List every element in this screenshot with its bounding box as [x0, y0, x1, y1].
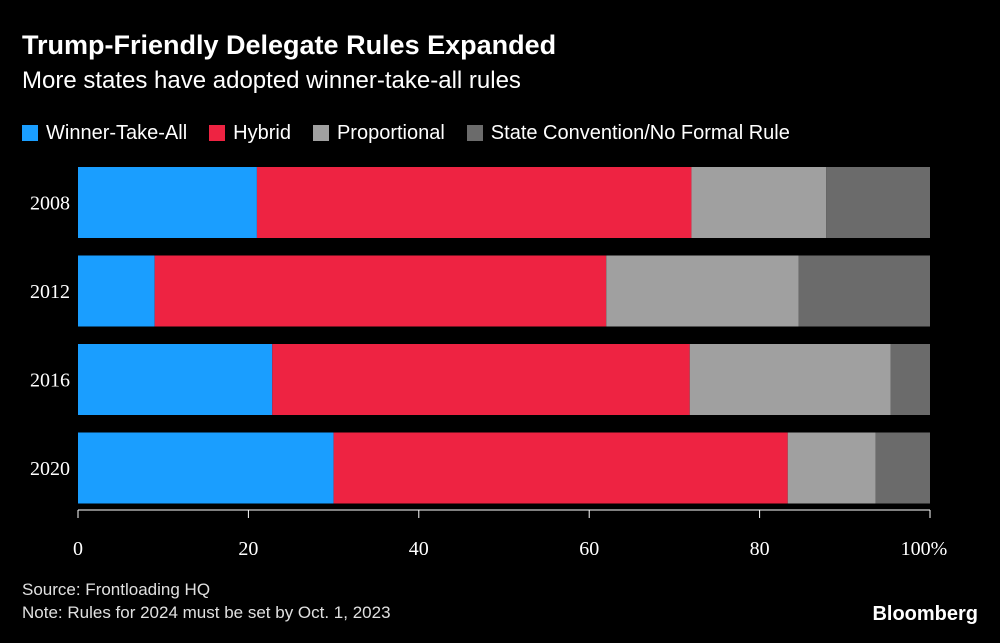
legend-label-proportional: Proportional	[336, 121, 445, 144]
legend-swatch-state-convention	[466, 125, 483, 141]
legend-label-state-convention: State Convention/No Formal Rule	[490, 121, 790, 144]
source-note: Source: Frontloading HQ	[22, 580, 211, 599]
legend: Winner-Take-All Hybrid Proportional Stat…	[22, 120, 812, 146]
x-tick-label: 0	[73, 538, 83, 560]
bar-segment-state-convention-no-formal-rule-2020	[875, 432, 930, 504]
bar-segment-winner-take-all-2016	[78, 344, 273, 415]
bar-segment-hybrid-2008	[256, 167, 692, 238]
bloomberg-logo: Bloomberg	[872, 603, 978, 625]
y-tick-label: 2016	[30, 370, 70, 392]
legend-label-hybrid: Hybrid	[233, 121, 291, 144]
y-tick-label: 2020	[30, 458, 70, 480]
legend-item-hybrid: Hybrid	[209, 122, 291, 145]
x-tick-label: 80	[750, 538, 770, 560]
legend-label-winner-take-all: Winner-Take-All	[46, 121, 188, 144]
legend-item-state-convention: State Convention/No Formal Rule	[466, 121, 790, 145]
bar-segment-state-convention-no-formal-rule-2016	[890, 344, 930, 415]
y-tick-label: 2008	[30, 193, 70, 215]
legend-item-winner-take-all: Winner-Take-All	[22, 122, 187, 145]
legend-swatch-proportional	[312, 125, 329, 141]
chart-title: Trump-Friendly Delegate Rules Expanded	[22, 30, 557, 60]
legend-item-proportional: Proportional	[312, 121, 445, 145]
bar-segment-state-convention-no-formal-rule-2008	[826, 167, 930, 238]
bar-segment-proportional-2020	[787, 432, 876, 504]
x-tick-label: 40	[409, 538, 429, 560]
footnote: Note: Rules for 2024 must be set by Oct.…	[22, 603, 391, 622]
y-tick-label: 2012	[30, 281, 70, 303]
bar-segment-winner-take-all-2020	[78, 432, 334, 504]
bar-segment-state-convention-no-formal-rule-2012	[798, 255, 930, 327]
legend-swatch-hybrid	[209, 125, 226, 141]
bar-segment-winner-take-all-2008	[78, 167, 257, 238]
bar-segment-winner-take-all-2012	[78, 255, 155, 327]
bar-segment-hybrid-2020	[333, 432, 788, 504]
bar-segment-proportional-2012	[606, 255, 799, 327]
x-tick-label: 20	[238, 538, 258, 560]
bar-segment-proportional-2008	[691, 167, 827, 238]
chart-subtitle: More states have adopted winner-take-all…	[22, 67, 521, 94]
legend-swatch-winner-take-all	[22, 125, 38, 141]
bar-segment-hybrid-2012	[154, 255, 607, 327]
bar-segment-proportional-2016	[689, 344, 891, 415]
x-tick-label: 60	[579, 538, 599, 560]
x-tick-label: 100%	[901, 538, 948, 560]
bar-segment-hybrid-2016	[272, 344, 690, 415]
